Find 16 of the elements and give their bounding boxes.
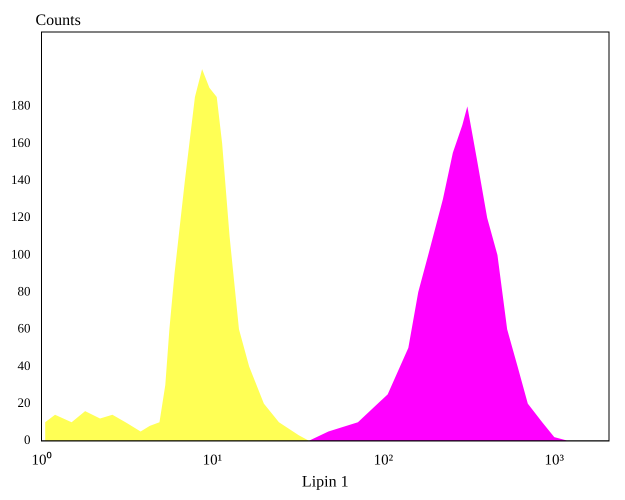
y-tick-label: 40 [18, 358, 30, 373]
y-tick-label: 100 [11, 246, 30, 262]
y-axis-title: Counts [36, 12, 81, 30]
x-tick-label: 10³ [544, 452, 565, 469]
x-axis-title: Lipin 1 [302, 474, 349, 491]
y-tick-label: 140 [11, 172, 30, 188]
x-tick-label: 10⁰ [32, 452, 52, 469]
x-tick-label: 10¹ [202, 452, 222, 469]
y-tick-label: 20 [18, 395, 30, 410]
y-tick-label: 160 [11, 134, 30, 150]
y-tick-label: 180 [11, 98, 30, 113]
y-tick-label: 120 [11, 209, 30, 224]
y-tick-label: 0 [24, 432, 30, 448]
y-tick-label: 60 [18, 320, 30, 336]
x-tick-label: 10² [374, 452, 394, 469]
y-tick-label: 80 [18, 284, 30, 299]
